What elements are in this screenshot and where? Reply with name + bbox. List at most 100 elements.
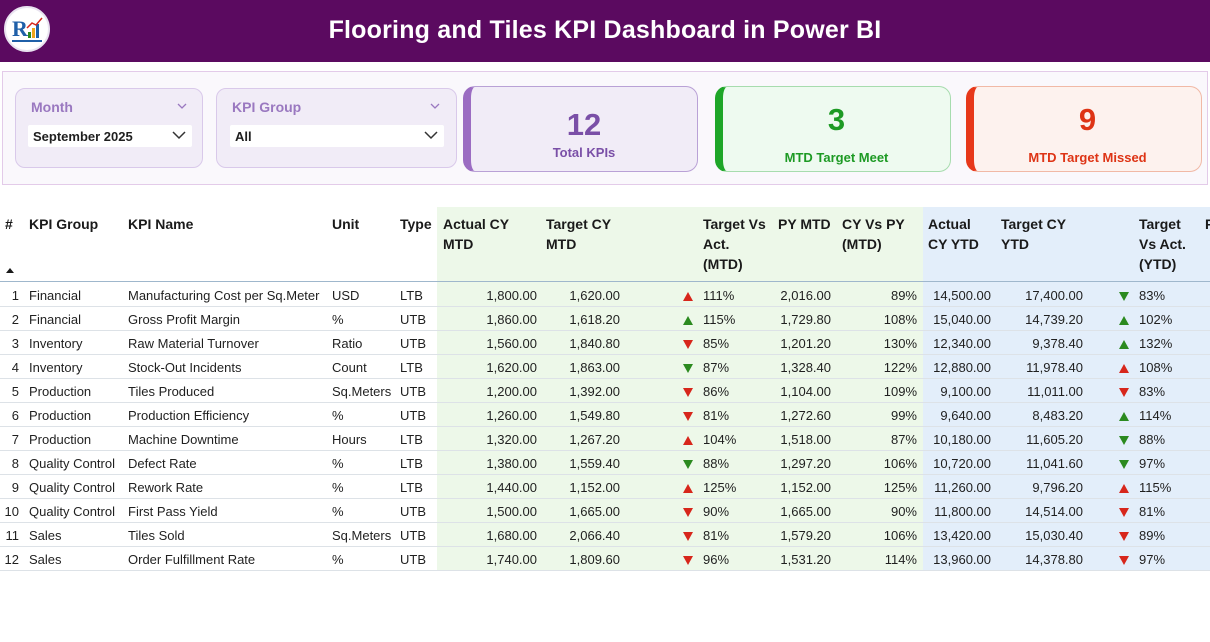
actual-cy-mtd-cell: 1,800.00: [486, 288, 537, 303]
target-cy-ytd-cell: 9,796.20: [1032, 480, 1083, 495]
kpi-group-cell: Inventory: [29, 360, 83, 375]
filter-panel: Month September 2025 KPI Group All 12 To…: [2, 71, 1208, 185]
target-vs-act-ytd-cell: 114%: [1139, 408, 1172, 423]
target-vs-act-ytd-cell: 97%: [1139, 456, 1166, 471]
table-row[interactable]: 12 Sales Order Fulfillment Rate% UTB 1,740.0…: [0, 547, 1210, 571]
triangle-down-icon: [1119, 388, 1129, 397]
row-number: 10: [4, 504, 19, 519]
header-actual-cy-mtd[interactable]: Actual CY MTD: [443, 214, 509, 254]
kpi-group-cell: Quality Control: [29, 456, 115, 471]
unit-cell: Hours: [332, 432, 367, 447]
actual-cy-mtd-cell: 1,740.00: [486, 552, 537, 567]
chevron-down-icon[interactable]: [424, 129, 438, 141]
table-row[interactable]: 7 Production Machine Downtime Hours LTB 1,320…: [0, 427, 1210, 451]
mtd-target-meet-value: 3: [827, 102, 846, 137]
header-actual-cy-ytd[interactable]: Actual CY YTD: [928, 214, 979, 254]
actual-cy-ytd-cell: 11,800.00: [934, 504, 991, 519]
target-cy-mtd-cell: 1,863.00: [569, 360, 620, 375]
month-slicer[interactable]: Month September 2025: [15, 88, 203, 168]
cy-vs-py-mtd-cell: 108%: [883, 312, 917, 327]
mtd-target-missed-label: MTD Target Missed: [1028, 150, 1147, 165]
actual-cy-ytd-cell: 12,340.00: [933, 336, 991, 351]
target-cy-mtd-cell: 1,267.20: [569, 432, 620, 447]
logo-icon: R: [12, 16, 43, 42]
actual-cy-ytd-cell: 11,260.00: [934, 480, 991, 495]
header-truncated[interactable]: P: [1205, 216, 1210, 232]
month-value: September 2025: [33, 129, 133, 144]
actual-cy-mtd-cell: 1,380.00: [486, 456, 537, 471]
header-cy-vs-py-mtd-line: CY Vs PY: [842, 216, 905, 232]
table-row[interactable]: 6 Production Production Efficiency% UTB 1,26…: [0, 403, 1210, 427]
cy-vs-py-mtd-cell: 87%: [890, 432, 917, 447]
cy-vs-py-mtd-cell: 109%: [883, 384, 917, 399]
table-row[interactable]: 2 Financial Gross Profit Margin% UTB 1,860.0…: [0, 307, 1210, 331]
header-target-cy-mtd[interactable]: Target CY MTD: [546, 214, 611, 254]
type-cell: UTB: [400, 528, 426, 543]
triangle-up-icon: [1119, 340, 1129, 349]
target-vs-act-mtd-cell: 111%: [703, 288, 735, 303]
kpi-group-value: All: [235, 129, 252, 144]
mtd-target-meet-card: 3 MTD Target Meet: [715, 86, 951, 172]
chevron-down-icon[interactable]: [430, 101, 440, 111]
kpi-group-slicer[interactable]: KPI Group All: [216, 88, 457, 168]
kpi-name-cell: Tiles Produced: [128, 384, 215, 399]
row-number: 11: [5, 528, 20, 543]
header-kpi-group[interactable]: KPI Group: [29, 216, 99, 232]
company-logo: R: [4, 6, 50, 52]
header-kpi-name[interactable]: KPI Name: [128, 216, 194, 232]
table-row[interactable]: 10 Quality Control First Pass Yield% UTB 1,5…: [0, 499, 1210, 523]
header-target-vs-act-ytd-line: (YTD): [1139, 256, 1177, 272]
chevron-down-icon[interactable]: [172, 129, 186, 141]
actual-cy-mtd-cell: 1,440.00: [486, 480, 537, 495]
triangle-down-icon: [1119, 292, 1129, 301]
target-cy-ytd-cell: 17,400.00: [1025, 288, 1083, 303]
header-cy-vs-py-mtd[interactable]: CY Vs PY (MTD): [842, 214, 905, 254]
target-vs-act-mtd-cell: 88%: [703, 456, 730, 471]
actual-cy-ytd-cell: 15,040.00: [933, 312, 991, 327]
type-cell: LTB: [400, 288, 423, 303]
target-cy-ytd-cell: 14,739.20: [1025, 312, 1083, 327]
cy-vs-py-mtd-cell: 125%: [883, 480, 917, 495]
type-cell: UTB: [400, 312, 426, 327]
table-row[interactable]: 8 Quality Control Defect Rate% LTB 1,380.00 1…: [0, 451, 1210, 475]
table-row[interactable]: 4 Inventory Stock-Out Incidents Count LTB 1,6…: [0, 355, 1210, 379]
row-number: 9: [11, 480, 19, 495]
actual-cy-ytd-cell: 9,640.00: [940, 408, 991, 423]
table-row[interactable]: 1 Financial Manufacturing Cost per Sq.Mete…: [0, 283, 1210, 307]
header-target-vs-act-ytd[interactable]: Target Vs Act. (YTD): [1139, 214, 1186, 274]
header-unit[interactable]: Unit: [332, 216, 360, 232]
header-target-vs-act-mtd[interactable]: Target Vs Act. (MTD): [703, 214, 766, 274]
triangle-up-icon: [683, 436, 693, 445]
target-cy-mtd-cell: 1,559.40: [569, 456, 620, 471]
table-row[interactable]: 11 Sales Tiles Sold Sq.Meters UTB 1,680.00 2,0…: [0, 523, 1210, 547]
kpi-group-dropdown[interactable]: All: [230, 125, 444, 147]
target-vs-act-ytd-cell: 115%: [1139, 480, 1172, 495]
target-cy-ytd-cell: 11,978.40: [1026, 360, 1083, 375]
triangle-up-icon: [683, 484, 693, 493]
cy-vs-py-mtd-cell: 130%: [883, 336, 917, 351]
target-vs-act-ytd-cell: 108%: [1139, 360, 1173, 375]
table-row[interactable]: 5 Production Tiles Produced Sq.Meters UTB 1,2…: [0, 379, 1210, 403]
unit-cell: %: [332, 480, 344, 495]
triangle-down-icon: [683, 364, 693, 373]
header-actual-cy-ytd-line: Actual: [928, 216, 971, 232]
triangle-down-icon: [683, 508, 693, 517]
unit-cell: Count: [332, 360, 367, 375]
py-mtd-cell: 1,152.00: [780, 480, 831, 495]
header-num[interactable]: #: [5, 216, 13, 232]
kpi-name-cell: Raw Material Turnover: [128, 336, 259, 351]
target-vs-act-mtd-cell: 86%: [703, 384, 730, 399]
header-target-cy-ytd[interactable]: Target CY YTD: [1001, 214, 1066, 254]
sort-ascending-icon[interactable]: [6, 268, 14, 273]
cy-vs-py-mtd-cell: 90%: [890, 504, 917, 519]
target-vs-act-mtd-cell: 104%: [703, 432, 737, 447]
target-cy-ytd-cell: 14,378.80: [1025, 552, 1083, 567]
month-dropdown[interactable]: September 2025: [28, 125, 192, 147]
table-row[interactable]: 9 Quality Control Rework Rate% LTB 1,440.00 1…: [0, 475, 1210, 499]
row-number: 2: [11, 312, 19, 327]
actual-cy-ytd-cell: 13,420.00: [933, 528, 991, 543]
header-type[interactable]: Type: [400, 216, 432, 232]
table-row[interactable]: 3 Inventory Raw Material Turnover Ratio UTB 1…: [0, 331, 1210, 355]
chevron-down-icon[interactable]: [177, 101, 187, 111]
header-py-mtd[interactable]: PY MTD: [778, 214, 831, 234]
